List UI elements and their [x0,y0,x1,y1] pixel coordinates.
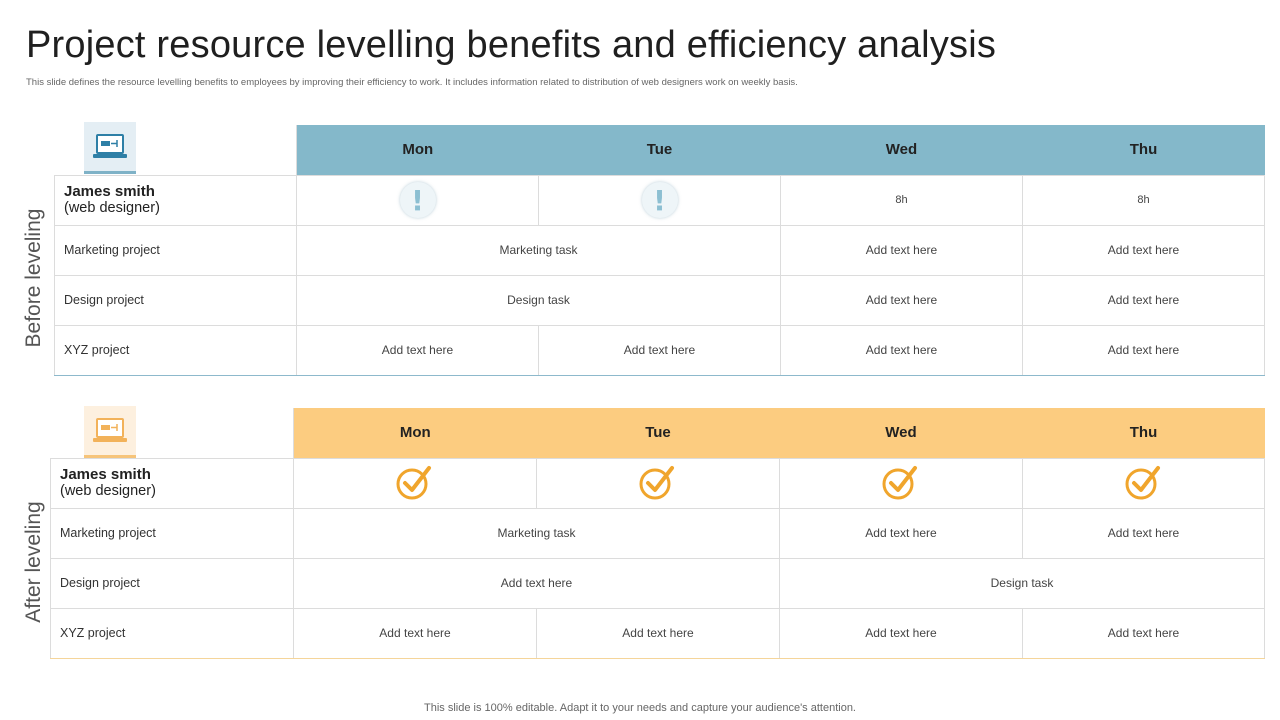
row-label: XYZ project [50,607,294,659]
task-cell: Marketing task [293,507,780,559]
day-header: Mon [293,408,537,458]
task-cell: Add text here [1022,224,1265,276]
row-label: Marketing project [54,224,297,276]
check-circle-icon [639,465,674,499]
day-header: Wed [780,125,1023,175]
after-leveling-table: Mon Tue Wed Thu James smith (web designe… [50,408,1265,659]
table-row: James smith (web designer) [50,457,1265,509]
row-label: Design project [50,557,294,609]
task-cell: Design task [779,557,1265,609]
task-cell: Add text here [293,557,780,609]
table-row: Design project Design task Add text here… [54,274,1265,326]
task-cell: Add text here [780,274,1023,326]
task-cell: Marketing task [296,224,781,276]
task-cell: Add text here [296,324,539,376]
page-title: Project resource levelling benefits and … [26,24,997,66]
person-cell: James smith (web designer) [50,457,294,509]
table-row: XYZ project Add text here Add text here … [54,324,1265,376]
table-header-row: Mon Tue Wed Thu [50,408,1265,458]
person-role: (web designer) [64,200,160,216]
table-row: Marketing project Marketing task Add tex… [54,224,1265,276]
row-label: Design project [54,274,297,326]
day-header: Tue [538,125,781,175]
day-header: Wed [779,408,1023,458]
hours-cell: 8h [780,174,1023,226]
before-leveling-label: Before leveling [22,208,45,348]
person-name: James smith [64,183,155,200]
before-leveling-table: Mon Tue Wed Thu James smith (web designe… [54,125,1265,376]
person-name: James smith [60,466,151,483]
row-label: XYZ project [54,324,297,376]
day-header: Tue [536,408,780,458]
task-cell: Add text here [1022,324,1265,376]
check-circle-icon [396,465,431,499]
table-row: James smith (web designer) ! ! 8h 8h [54,174,1265,226]
task-cell: Add text here [1022,607,1265,659]
table-row: XYZ project Add text here Add text here … [50,607,1265,659]
task-cell: Add text here [779,507,1023,559]
task-cell: Add text here [780,324,1023,376]
person-role: (web designer) [60,483,156,499]
after-leveling-label: After leveling [22,501,45,623]
table-header-row: Mon Tue Wed Thu [54,125,1265,175]
task-cell: Add text here [1022,274,1265,326]
page-subtitle: This slide defines the resource levellin… [26,77,798,88]
table-row: Design project Add text here Design task [50,557,1265,609]
task-cell: Add text here [780,224,1023,276]
day-header: Thu [1022,125,1265,175]
alert-icon: ! [399,182,436,218]
alert-icon: ! [641,182,678,218]
person-cell: James smith (web designer) [54,174,297,226]
check-circle-icon [1125,465,1160,499]
day-header: Mon [296,125,539,175]
task-cell: Add text here [1022,507,1265,559]
footer-note: This slide is 100% editable. Adapt it to… [424,702,856,714]
check-circle-icon [882,465,917,499]
task-cell: Add text here [293,607,537,659]
task-cell: Design task [296,274,781,326]
hours-cell: 8h [1022,174,1265,226]
task-cell: Add text here [536,607,780,659]
row-label: Marketing project [50,507,294,559]
task-cell: Add text here [538,324,781,376]
table-row: Marketing project Marketing task Add tex… [50,507,1265,559]
day-header: Thu [1022,408,1265,458]
task-cell: Add text here [779,607,1023,659]
